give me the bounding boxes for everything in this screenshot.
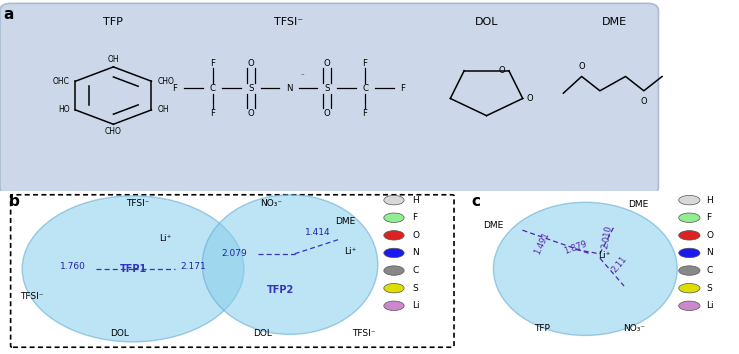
Text: O: O bbox=[324, 59, 330, 68]
Text: OH: OH bbox=[108, 55, 119, 64]
Text: F: F bbox=[363, 109, 367, 118]
Text: TFSI⁻: TFSI⁻ bbox=[353, 329, 375, 338]
Text: Li⁺: Li⁺ bbox=[159, 234, 171, 243]
Text: b: b bbox=[8, 194, 19, 209]
Text: 1.879: 1.879 bbox=[563, 239, 588, 256]
Text: O: O bbox=[324, 109, 330, 118]
Text: 2.11: 2.11 bbox=[610, 255, 629, 274]
Text: N: N bbox=[286, 84, 292, 93]
Text: c: c bbox=[471, 194, 480, 209]
Text: TFP: TFP bbox=[103, 17, 123, 27]
Circle shape bbox=[678, 195, 700, 205]
Text: OHC: OHC bbox=[52, 77, 69, 86]
Text: DME: DME bbox=[602, 17, 627, 27]
Text: CHO: CHO bbox=[157, 77, 174, 86]
Text: DME: DME bbox=[483, 221, 503, 230]
Circle shape bbox=[678, 284, 700, 293]
Text: O: O bbox=[248, 59, 254, 68]
FancyBboxPatch shape bbox=[10, 195, 454, 347]
Text: O: O bbox=[248, 109, 254, 118]
Circle shape bbox=[384, 284, 404, 293]
Ellipse shape bbox=[202, 195, 378, 334]
Text: C: C bbox=[706, 266, 712, 275]
Circle shape bbox=[678, 213, 700, 222]
Text: NO₃⁻: NO₃⁻ bbox=[623, 324, 645, 333]
Text: C: C bbox=[412, 266, 419, 275]
Text: CHO: CHO bbox=[105, 127, 122, 136]
Text: TFP1: TFP1 bbox=[120, 264, 146, 274]
Text: 2.079: 2.079 bbox=[222, 249, 248, 258]
Text: Li: Li bbox=[706, 301, 714, 310]
Text: F: F bbox=[412, 213, 418, 222]
Text: S: S bbox=[248, 84, 253, 93]
Text: F: F bbox=[172, 84, 177, 93]
Text: F: F bbox=[211, 59, 215, 68]
Text: N: N bbox=[412, 249, 419, 257]
Circle shape bbox=[384, 230, 404, 240]
Text: O: O bbox=[641, 97, 647, 107]
Text: 1.491: 1.491 bbox=[533, 230, 551, 256]
Text: NO₃⁻: NO₃⁻ bbox=[261, 199, 282, 208]
Text: TFP: TFP bbox=[534, 324, 550, 333]
Circle shape bbox=[384, 266, 404, 275]
Text: H: H bbox=[706, 196, 713, 205]
Text: ⁻: ⁻ bbox=[300, 73, 304, 79]
Circle shape bbox=[384, 213, 404, 222]
Text: S: S bbox=[412, 284, 418, 293]
Ellipse shape bbox=[494, 202, 677, 336]
Text: DOL: DOL bbox=[474, 17, 498, 27]
Text: TFSI⁻: TFSI⁻ bbox=[274, 17, 304, 27]
Text: 2.171: 2.171 bbox=[180, 262, 206, 271]
Text: S: S bbox=[324, 84, 330, 93]
Circle shape bbox=[678, 301, 700, 310]
Text: Li: Li bbox=[412, 301, 420, 310]
Text: F: F bbox=[363, 59, 367, 68]
Text: DME: DME bbox=[628, 200, 649, 209]
Text: F: F bbox=[401, 84, 406, 93]
Text: O: O bbox=[499, 66, 505, 75]
FancyBboxPatch shape bbox=[0, 3, 658, 194]
Text: C: C bbox=[210, 84, 216, 93]
Text: TFP2: TFP2 bbox=[268, 285, 294, 295]
Text: O: O bbox=[706, 231, 713, 240]
Circle shape bbox=[384, 195, 404, 205]
Text: 1.414: 1.414 bbox=[305, 228, 330, 237]
Text: 2.010: 2.010 bbox=[601, 224, 613, 249]
Text: C: C bbox=[362, 84, 368, 93]
Text: Li⁺: Li⁺ bbox=[344, 247, 356, 256]
Text: 1.760: 1.760 bbox=[60, 262, 86, 271]
Circle shape bbox=[678, 230, 700, 240]
Text: OH: OH bbox=[157, 105, 169, 114]
Ellipse shape bbox=[22, 196, 244, 342]
Text: DOL: DOL bbox=[253, 329, 272, 338]
Text: F: F bbox=[706, 213, 712, 222]
Text: a: a bbox=[4, 7, 14, 22]
Circle shape bbox=[384, 301, 404, 310]
Text: DME: DME bbox=[336, 217, 355, 226]
Text: HO: HO bbox=[58, 105, 69, 114]
Text: Li⁺: Li⁺ bbox=[599, 251, 611, 261]
Text: O: O bbox=[579, 62, 585, 71]
Text: N: N bbox=[706, 249, 713, 257]
Circle shape bbox=[678, 266, 700, 275]
Text: O: O bbox=[526, 94, 533, 103]
Circle shape bbox=[384, 248, 404, 258]
Text: S: S bbox=[706, 284, 712, 293]
Text: H: H bbox=[412, 196, 419, 205]
Circle shape bbox=[678, 248, 700, 258]
Text: O: O bbox=[412, 231, 420, 240]
Text: DOL: DOL bbox=[109, 329, 129, 338]
Text: TFSI⁻: TFSI⁻ bbox=[20, 292, 44, 301]
Text: F: F bbox=[211, 109, 215, 118]
Text: TFSI⁻: TFSI⁻ bbox=[126, 199, 149, 208]
